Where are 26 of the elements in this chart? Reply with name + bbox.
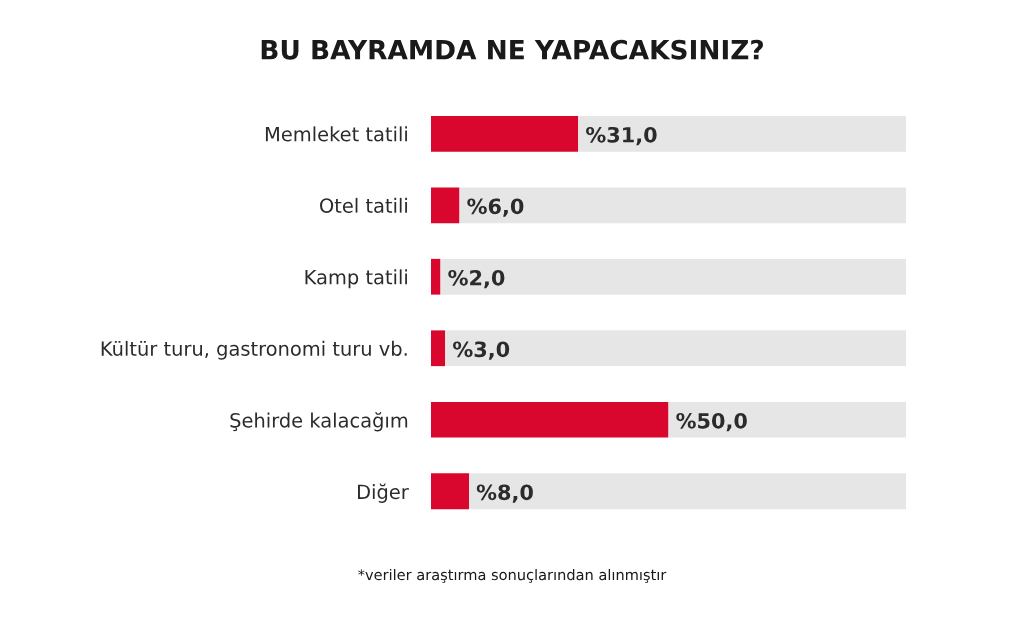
y-tick-label: Memleket tatili [265, 126, 407, 142]
y-tick-label: Diğer [358, 483, 409, 503]
y-tick-label: Şehirde kalacağım [230, 412, 408, 432]
data-label: %50,0 [676, 412, 747, 432]
text: *veriler araştırma sonuçlarından alınmıştır [358, 568, 667, 583]
bar [431, 115, 579, 152]
bar [445, 330, 906, 367]
bar [431, 401, 669, 438]
bar [431, 258, 441, 295]
bar [440, 258, 906, 295]
data-label: %3,0 [453, 341, 510, 360]
y-tick-label: Kamp tatili [305, 269, 407, 289]
bar [431, 330, 446, 367]
data-label: %6,0 [467, 198, 524, 217]
bar [668, 401, 906, 438]
data-label: %2,0 [448, 269, 505, 289]
bar [431, 473, 469, 510]
bar [431, 187, 460, 224]
y-tick-label: Otel tatili [320, 197, 407, 213]
bar [469, 473, 906, 510]
bar [578, 115, 906, 152]
y-tick-label: Kültür turu, gastronomi turu vb. [101, 340, 407, 360]
data-label: %8,0 [476, 484, 533, 503]
chart-title: BU BAYRAMDA NE YAPACAKSINIZ? [261, 39, 763, 60]
bar [459, 187, 906, 224]
data-label: %31,0 [586, 126, 657, 146]
